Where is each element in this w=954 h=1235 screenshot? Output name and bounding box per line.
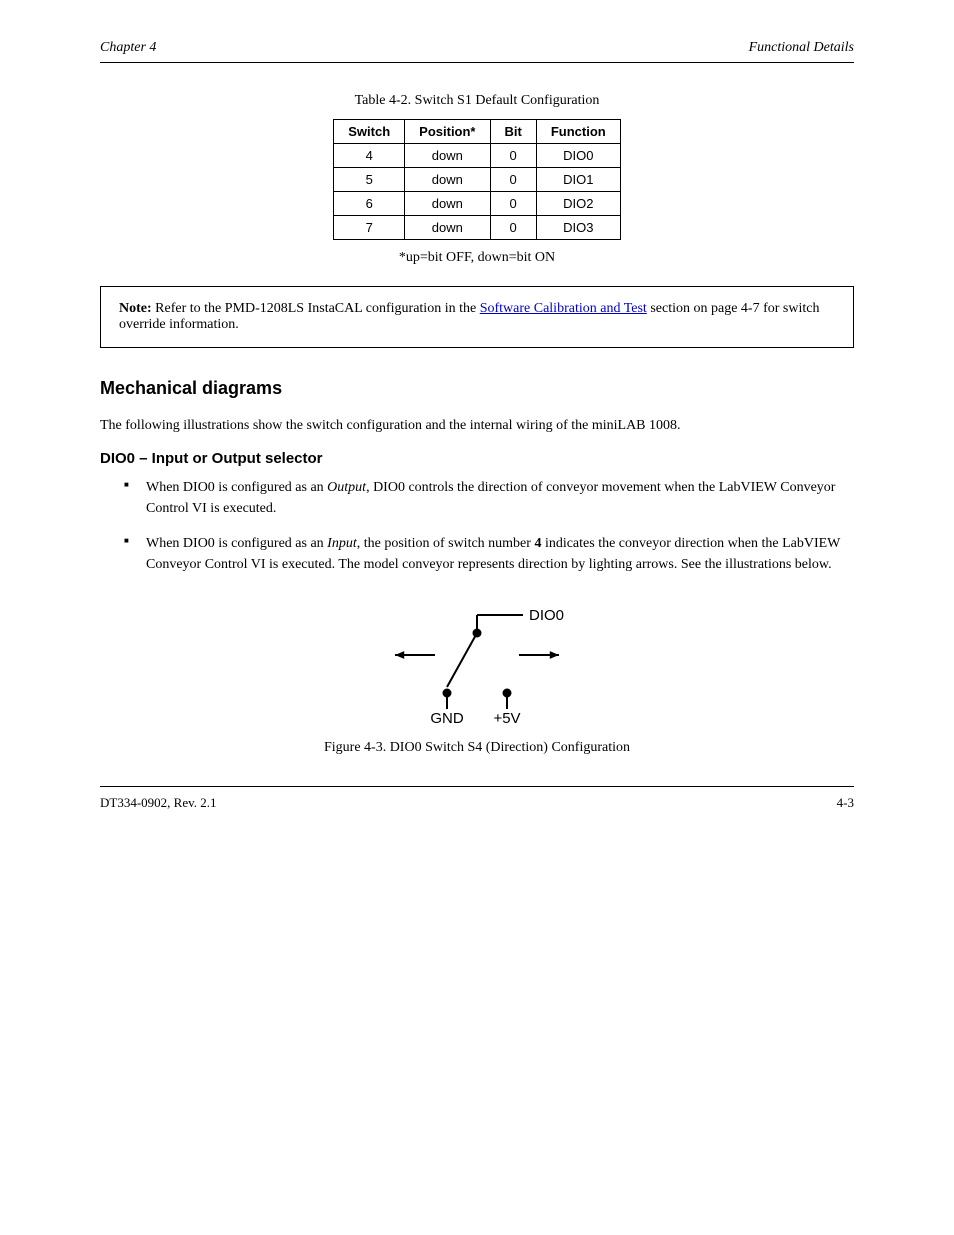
cell: 6 bbox=[334, 192, 405, 216]
svg-text:GND: GND bbox=[430, 710, 464, 725]
col-position: Position* bbox=[405, 120, 490, 144]
table-title: Table 4-2. Switch S1 Default Configurati… bbox=[100, 93, 854, 109]
table-row: 6 down 0 DIO2 bbox=[334, 192, 620, 216]
table-head: Switch Position* Bit Function bbox=[334, 120, 620, 144]
cell: 0 bbox=[490, 192, 536, 216]
bullet-text: , the position of switch number bbox=[357, 536, 535, 551]
note-label: Note: bbox=[119, 301, 152, 316]
bullet-em: Output bbox=[327, 480, 366, 495]
bullet-list: When DIO0 is configured as an Output, DI… bbox=[100, 477, 854, 575]
cell: DIO1 bbox=[536, 168, 620, 192]
cell: 0 bbox=[490, 168, 536, 192]
table-row: 4 down 0 DIO0 bbox=[334, 144, 620, 168]
cell: down bbox=[405, 168, 490, 192]
page-header: Chapter 4 Functional Details bbox=[100, 40, 854, 56]
bullet-item: When DIO0 is configured as an Input, the… bbox=[100, 533, 854, 575]
cell: down bbox=[405, 216, 490, 240]
cell: 0 bbox=[490, 144, 536, 168]
header-rule bbox=[100, 62, 854, 63]
cell: DIO3 bbox=[536, 216, 620, 240]
cell: DIO0 bbox=[536, 144, 620, 168]
footer-right: 4-3 bbox=[837, 795, 854, 811]
config-table: Switch Position* Bit Function 4 down 0 D… bbox=[333, 119, 620, 240]
col-function: Function bbox=[536, 120, 620, 144]
col-bit: Bit bbox=[490, 120, 536, 144]
table-row: 5 down 0 DIO1 bbox=[334, 168, 620, 192]
figure: DIO0 GND +5V bbox=[100, 595, 854, 730]
svg-text:DIO0: DIO0 bbox=[529, 607, 564, 624]
col-switch: Switch bbox=[334, 120, 405, 144]
footer-rule bbox=[100, 786, 854, 787]
note-text-before: Refer to the PMD-1208LS InstaCAL configu… bbox=[155, 301, 480, 316]
page-footer: DT334-0902, Rev. 2.1 4-3 bbox=[100, 795, 854, 811]
cell: 7 bbox=[334, 216, 405, 240]
switch-diagram: DIO0 GND +5V bbox=[347, 595, 607, 725]
footer-left: DT334-0902, Rev. 2.1 bbox=[100, 795, 217, 811]
cell: 5 bbox=[334, 168, 405, 192]
svg-text:+5V: +5V bbox=[493, 710, 520, 725]
table-footnote: *up=bit OFF, down=bit ON bbox=[100, 250, 854, 266]
cell: 0 bbox=[490, 216, 536, 240]
bullet-em: Input bbox=[327, 536, 357, 551]
table-body: 4 down 0 DIO0 5 down 0 DIO1 6 down 0 DIO… bbox=[334, 144, 620, 240]
section-body: The following illustrations show the swi… bbox=[100, 415, 854, 436]
table-row: 7 down 0 DIO3 bbox=[334, 216, 620, 240]
bullet-item: When DIO0 is configured as an Output, DI… bbox=[100, 477, 854, 519]
header-right: Functional Details bbox=[749, 40, 854, 56]
figure-caption: Figure 4-3. DIO0 Switch S4 (Direction) C… bbox=[100, 740, 854, 756]
cell: down bbox=[405, 192, 490, 216]
note-link[interactable]: Software Calibration and Test bbox=[480, 301, 647, 316]
subsection-title: DIO0 – Input or Output selector bbox=[100, 450, 854, 467]
bullet-text: When DIO0 is configured as an bbox=[146, 480, 327, 495]
cell: 4 bbox=[334, 144, 405, 168]
header-left: Chapter 4 bbox=[100, 40, 156, 56]
note-box: Note: Refer to the PMD-1208LS InstaCAL c… bbox=[100, 286, 854, 348]
bullet-text: When DIO0 is configured as an bbox=[146, 536, 327, 551]
cell: DIO2 bbox=[536, 192, 620, 216]
table-header-row: Switch Position* Bit Function bbox=[334, 120, 620, 144]
cell: down bbox=[405, 144, 490, 168]
section-title: Mechanical diagrams bbox=[100, 378, 854, 399]
page: Chapter 4 Functional Details Table 4-2. … bbox=[0, 0, 954, 841]
